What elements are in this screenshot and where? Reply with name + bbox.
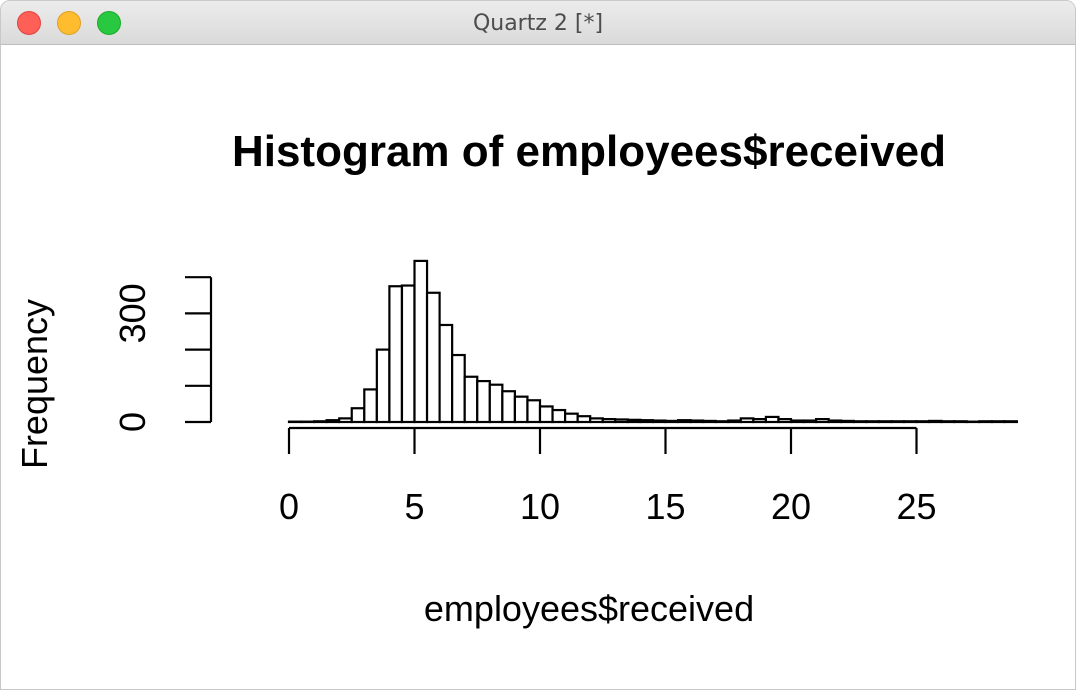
histogram-bar (388, 285, 404, 424)
histogram-bar (877, 420, 893, 424)
histogram-bar (651, 419, 667, 424)
y-axis: 0 300 (112, 276, 213, 432)
histogram-bar (852, 420, 868, 424)
histogram-bar (990, 420, 1006, 424)
histogram-bar (840, 419, 855, 424)
histogram-bar (902, 420, 918, 424)
histogram-bar (752, 418, 767, 424)
x-axis: 0 5 10 15 20 25 (279, 426, 937, 527)
histogram-bar (350, 407, 366, 424)
histogram-bar (425, 291, 441, 424)
minimize-window-button[interactable] (57, 11, 81, 35)
histogram-bar (764, 415, 780, 424)
histogram-bar (513, 395, 529, 424)
histogram-bar (940, 420, 956, 424)
histogram-bar (614, 418, 629, 424)
histogram-bar (538, 405, 554, 424)
histogram-bar (639, 419, 655, 424)
histogram-bar (978, 420, 993, 424)
histogram-bar (789, 419, 805, 424)
histogram-bar (438, 323, 454, 424)
title-bar[interactable]: Quartz 2 [*] (1, 1, 1075, 45)
histogram-bar (714, 420, 730, 424)
histogram-chart: Histogram of employees$received employee… (14, 127, 1018, 629)
x-axis-label: employees$received (424, 588, 754, 629)
histogram-bar (451, 353, 466, 424)
histogram-bar (814, 418, 830, 424)
histogram-bar (953, 420, 968, 424)
window-title: Quartz 2 [*] (472, 11, 604, 36)
histogram-bar (501, 390, 517, 424)
histogram-bar (626, 418, 642, 424)
histogram-bar (727, 419, 742, 424)
histogram-bar (927, 419, 943, 424)
x-tick-label: 15 (645, 486, 685, 527)
x-tick-label: 10 (520, 486, 560, 527)
histogram-bar (551, 408, 567, 424)
histogram-bar (338, 417, 353, 424)
histogram-bar (488, 383, 504, 424)
zoom-window-button[interactable] (97, 11, 121, 35)
histogram-bar (1003, 420, 1018, 424)
histogram-bar (915, 420, 931, 424)
y-tick-label: 300 (112, 283, 153, 343)
y-tick-label: 0 (112, 412, 153, 432)
histogram-bar (413, 259, 429, 424)
histogram-bar (676, 419, 692, 424)
x-tick-label: 25 (896, 486, 936, 527)
histogram-bar (576, 415, 592, 424)
histogram-bar (476, 379, 491, 424)
x-tick-label: 5 (404, 486, 424, 527)
histogram-bar (664, 419, 680, 424)
chart-title: Histogram of employees$received (232, 127, 946, 176)
x-tick-label: 0 (279, 486, 299, 527)
histogram-bar (702, 419, 717, 424)
close-window-button[interactable] (17, 11, 41, 35)
histogram-bar (689, 419, 705, 424)
histogram-bar (325, 419, 341, 424)
histogram-bar (375, 348, 391, 424)
histogram-bar (865, 420, 880, 424)
histogram-bar (526, 399, 542, 424)
histogram-bar (400, 284, 416, 424)
y-axis-label: Frequency (14, 299, 55, 469)
histogram-bar (563, 412, 579, 424)
histogram-bar (802, 419, 818, 424)
histogram-bar (601, 418, 617, 424)
histogram-bar (363, 388, 378, 424)
histogram-bar (589, 417, 604, 424)
histogram-bar (463, 375, 479, 424)
histogram-bar (890, 420, 906, 424)
histogram-bar (827, 419, 843, 424)
x-tick-label: 20 (771, 486, 811, 527)
histogram-bar (777, 418, 793, 424)
histogram-bars (287, 259, 1018, 424)
histogram-bar (313, 420, 328, 424)
plot-area: Histogram of employees$received employee… (1, 45, 1075, 689)
histogram-bar (739, 417, 755, 424)
